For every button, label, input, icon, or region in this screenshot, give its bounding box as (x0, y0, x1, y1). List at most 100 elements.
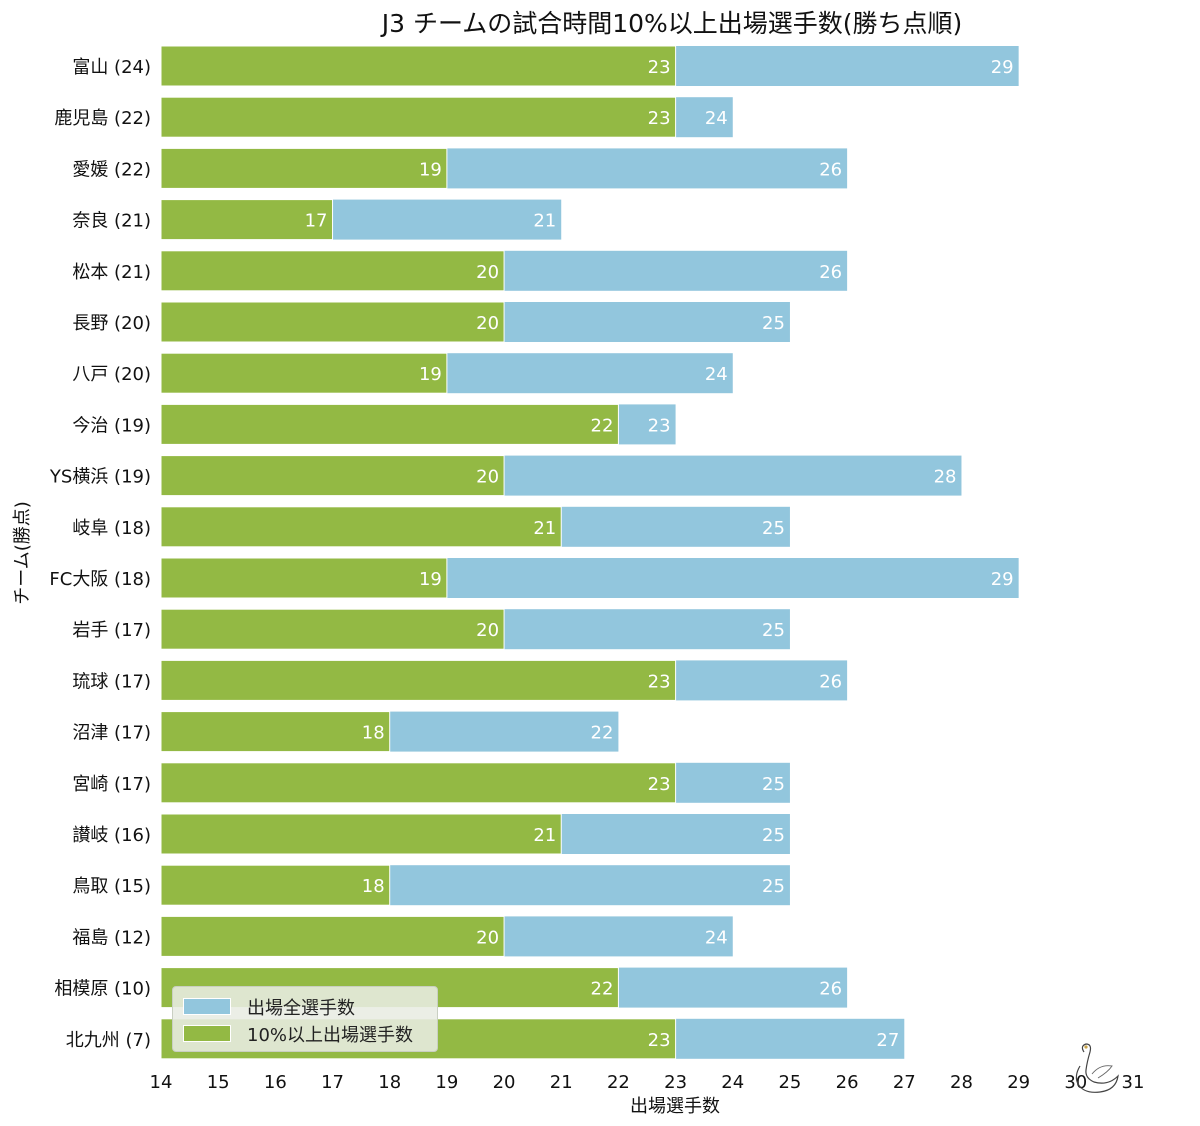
data-label-total: 22 (591, 723, 614, 744)
bar-10pct (160, 301, 505, 343)
x-tick-label: 24 (721, 1072, 744, 1093)
data-label-total: 21 (533, 211, 556, 232)
y-category-label: 宮崎 (17) (72, 774, 151, 795)
y-category-label: 岩手 (17) (72, 620, 151, 641)
bar-10pct (160, 403, 619, 445)
data-label-10pct: 20 (476, 620, 499, 641)
y-category-label: 岐阜 (18) (72, 518, 151, 539)
chart-title: J3 チームの試合時間10%以上出場選手数(勝ち点順) (380, 9, 963, 38)
data-label-10pct: 17 (305, 211, 328, 232)
data-label-10pct: 19 (419, 569, 442, 590)
y-category-label: 今治 (19) (72, 415, 151, 436)
data-label-total: 28 (934, 467, 957, 488)
data-label-10pct: 23 (648, 57, 671, 78)
data-label-total: 24 (705, 108, 728, 129)
data-label-10pct: 19 (419, 364, 442, 385)
x-tick-label: 16 (264, 1072, 287, 1093)
data-label-10pct: 18 (362, 723, 385, 744)
data-label-total: 29 (991, 57, 1014, 78)
x-tick-label: 28 (950, 1072, 973, 1093)
y-category-label: 富山 (24) (72, 57, 151, 78)
data-label-total: 26 (819, 262, 842, 283)
bar-10pct (160, 557, 448, 599)
data-label-10pct: 20 (476, 313, 499, 334)
y-axis-label: チーム(勝点) (12, 501, 33, 605)
data-label-total: 24 (705, 364, 728, 385)
y-category-label: 福島 (12) (72, 927, 151, 948)
bar-10pct (160, 455, 505, 497)
x-tick-label: 15 (207, 1072, 230, 1093)
data-label-10pct: 23 (648, 671, 671, 692)
x-tick-label: 17 (321, 1072, 344, 1093)
data-label-total: 25 (762, 876, 785, 897)
bar-10pct (160, 762, 677, 804)
data-label-10pct: 20 (476, 262, 499, 283)
data-label-10pct: 23 (648, 108, 671, 129)
x-tick-label: 29 (1007, 1072, 1030, 1093)
x-tick-label: 14 (150, 1072, 173, 1093)
y-category-label: 相模原 (10) (54, 979, 151, 1000)
x-tick-label: 21 (550, 1072, 573, 1093)
data-label-10pct: 19 (419, 159, 442, 180)
bar-10pct (160, 96, 677, 138)
x-tick-label: 26 (836, 1072, 859, 1093)
legend-swatch-total (183, 998, 231, 1015)
y-category-label: YS横浜 (19) (49, 467, 151, 488)
x-axis-label: 出場選手数 (630, 1096, 720, 1117)
bar-10pct (160, 813, 562, 855)
bar-10pct (160, 915, 505, 957)
y-category-label: FC大阪 (18) (49, 569, 151, 590)
x-tick-label: 31 (1122, 1072, 1145, 1093)
bar-10pct (160, 864, 391, 906)
swan-logo-icon (1075, 1043, 1119, 1093)
bar-10pct (160, 199, 334, 241)
value-labels-layer: 29 23 24 23 26 19 21 17 26 20 25 20 24 19 23 22 28 20 25 21… (305, 57, 1014, 1051)
x-tick-label: 18 (378, 1072, 401, 1093)
y-category-label: 奈良 (21) (72, 211, 151, 232)
y-category-label: 沼津 (17) (72, 723, 151, 744)
bar-10pct (160, 250, 505, 292)
y-category-label: 北九州 (7) (66, 1030, 151, 1051)
data-label-total: 25 (762, 518, 785, 539)
legend: 出場全選手数 10%以上出場選手数 (172, 986, 438, 1052)
bar-10pct (160, 659, 677, 701)
y-category-labels: 富山 (24) 鹿児島 (22) 愛媛 (22) 奈良 (21) 松本 (21) 長野 (… (49, 57, 151, 1051)
y-category-label: 鳥取 (15) (72, 876, 151, 897)
y-category-label: 愛媛 (22) (72, 159, 151, 180)
data-label-total: 26 (819, 159, 842, 180)
x-tick-label: 22 (607, 1072, 630, 1093)
bar-10pct (160, 45, 677, 87)
bar-10pct (160, 147, 448, 189)
data-label-total: 25 (762, 774, 785, 795)
data-label-total: 25 (762, 313, 785, 334)
x-tick-label: 19 (435, 1072, 458, 1093)
data-label-total: 26 (819, 671, 842, 692)
bar-10pct (160, 352, 448, 394)
data-label-10pct: 20 (476, 467, 499, 488)
y-category-label: 鹿児島 (22) (54, 108, 151, 129)
x-tick-label: 20 (493, 1072, 516, 1093)
bar-10pct (160, 506, 562, 548)
legend-label-total: 出場全選手数 (247, 997, 355, 1019)
data-label-10pct: 22 (591, 979, 614, 1000)
bar-10pct (160, 608, 505, 650)
x-tick-labels: 14 15 16 17 18 19 20 21 22 23 24 25 26 27 28 29 30 31 (150, 1072, 1145, 1093)
bar-10pct (160, 711, 391, 753)
data-label-total: 25 (762, 825, 785, 846)
x-tick-label: 27 (893, 1072, 916, 1093)
y-category-label: 八戸 (20) (72, 364, 151, 385)
data-label-10pct: 20 (476, 927, 499, 948)
data-label-10pct: 21 (533, 518, 556, 539)
legend-item-10pct: 10%以上出場選手数 (183, 1020, 427, 1047)
data-label-total: 27 (876, 1030, 899, 1051)
legend-item-total: 出場全選手数 (183, 993, 427, 1020)
y-category-label: 琉球 (17) (72, 671, 151, 692)
data-label-total: 26 (819, 979, 842, 1000)
data-label-total: 23 (648, 415, 671, 436)
data-label-total: 29 (991, 569, 1014, 590)
y-category-label: 讃岐 (16) (72, 825, 151, 846)
legend-label-10pct: 10%以上出場選手数 (247, 1024, 414, 1046)
x-tick-label: 23 (664, 1072, 687, 1093)
data-label-10pct: 23 (648, 774, 671, 795)
